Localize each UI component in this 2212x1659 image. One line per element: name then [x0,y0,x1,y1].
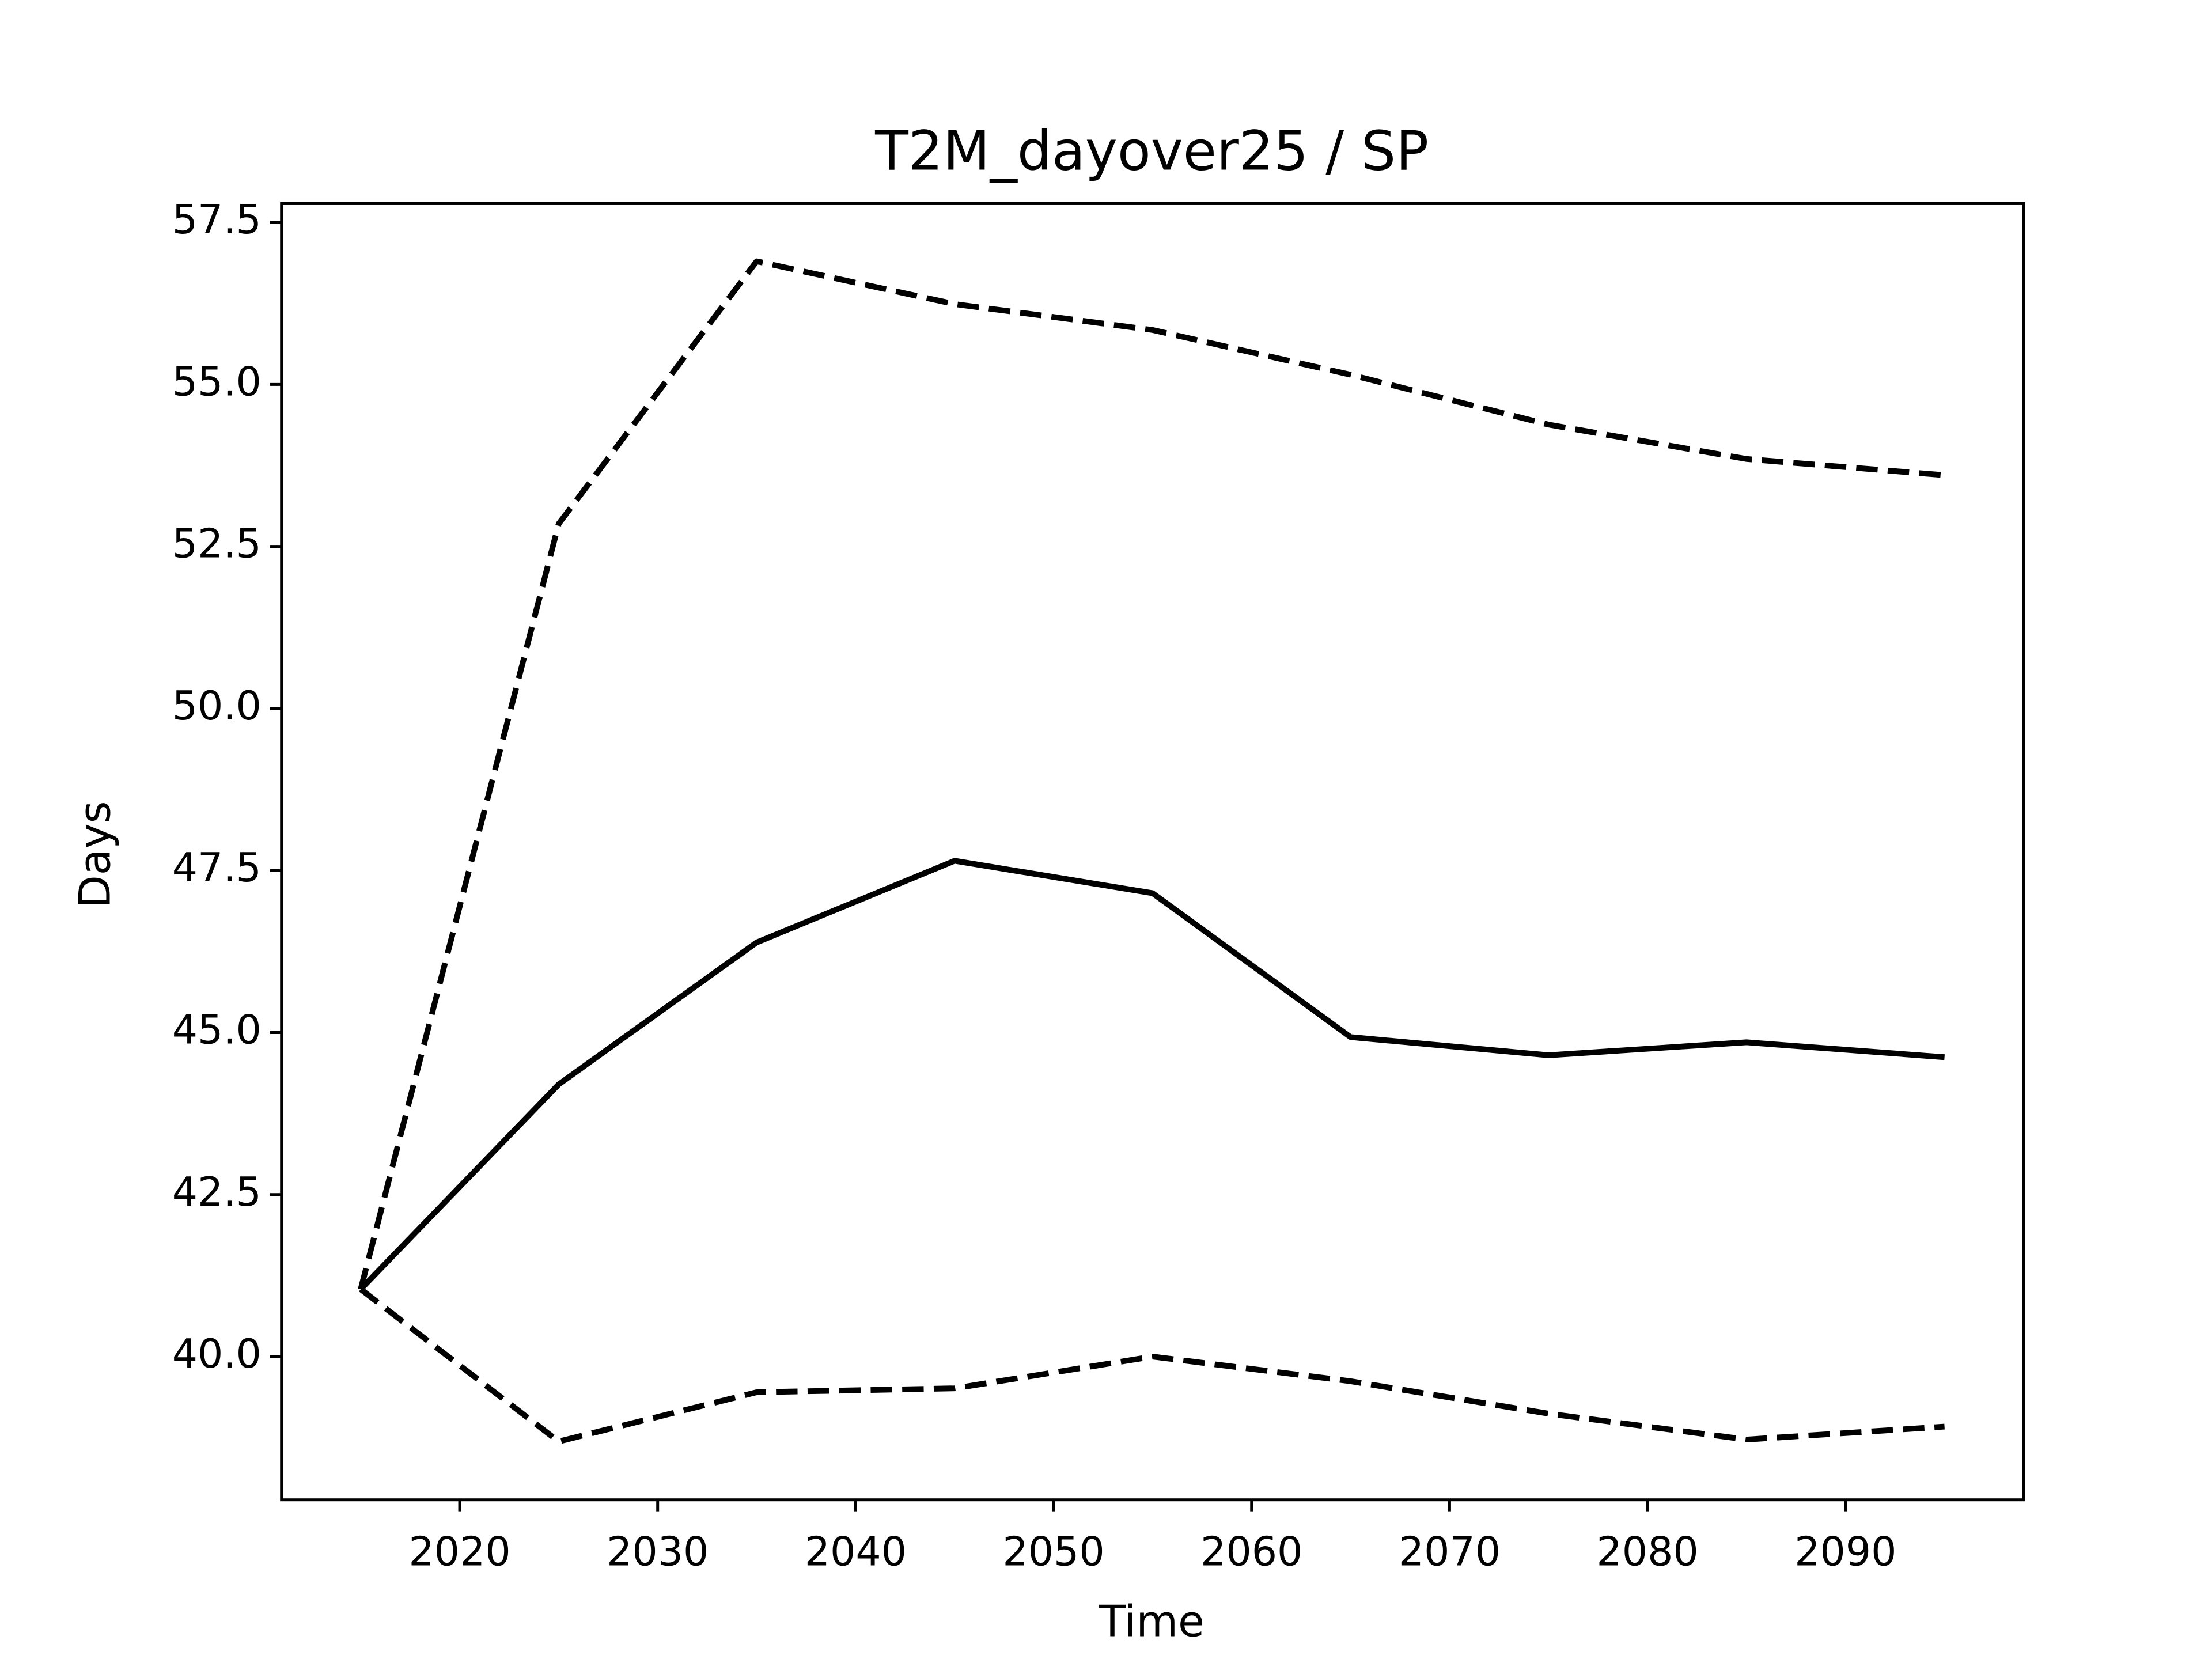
chart-title: T2M_dayover25 / SP [874,120,1429,183]
x-tick-label: 2020 [408,1528,510,1575]
line-series [358,258,1945,1290]
plot-frame [280,202,2025,1502]
x-tick-label: 2090 [1794,1528,1896,1575]
x-axis-label: Time [1099,1597,1205,1647]
x-tick-label: 2060 [1200,1528,1302,1575]
line-series [359,1287,1945,1445]
x-tick-label: 2080 [1596,1528,1698,1575]
y-tick-label: 47.5 [172,844,262,891]
y-tick-label: 57.5 [172,196,262,243]
y-tick-label: 55.0 [172,358,262,405]
y-tick-label: 52.5 [172,521,262,567]
y-tick-label: 50.0 [172,683,262,729]
x-tick-label: 2030 [607,1528,709,1575]
x-tick-label: 2050 [1002,1528,1104,1575]
y-tick-label: 45.0 [172,1007,262,1054]
x-tick-label: 2040 [805,1528,907,1575]
y-axis-label: Days [70,801,120,908]
line-series [358,858,1945,1291]
y-tick-label: 40.0 [172,1331,262,1377]
x-tick-label: 2070 [1399,1528,1501,1575]
y-tick-label: 42.5 [172,1169,262,1215]
